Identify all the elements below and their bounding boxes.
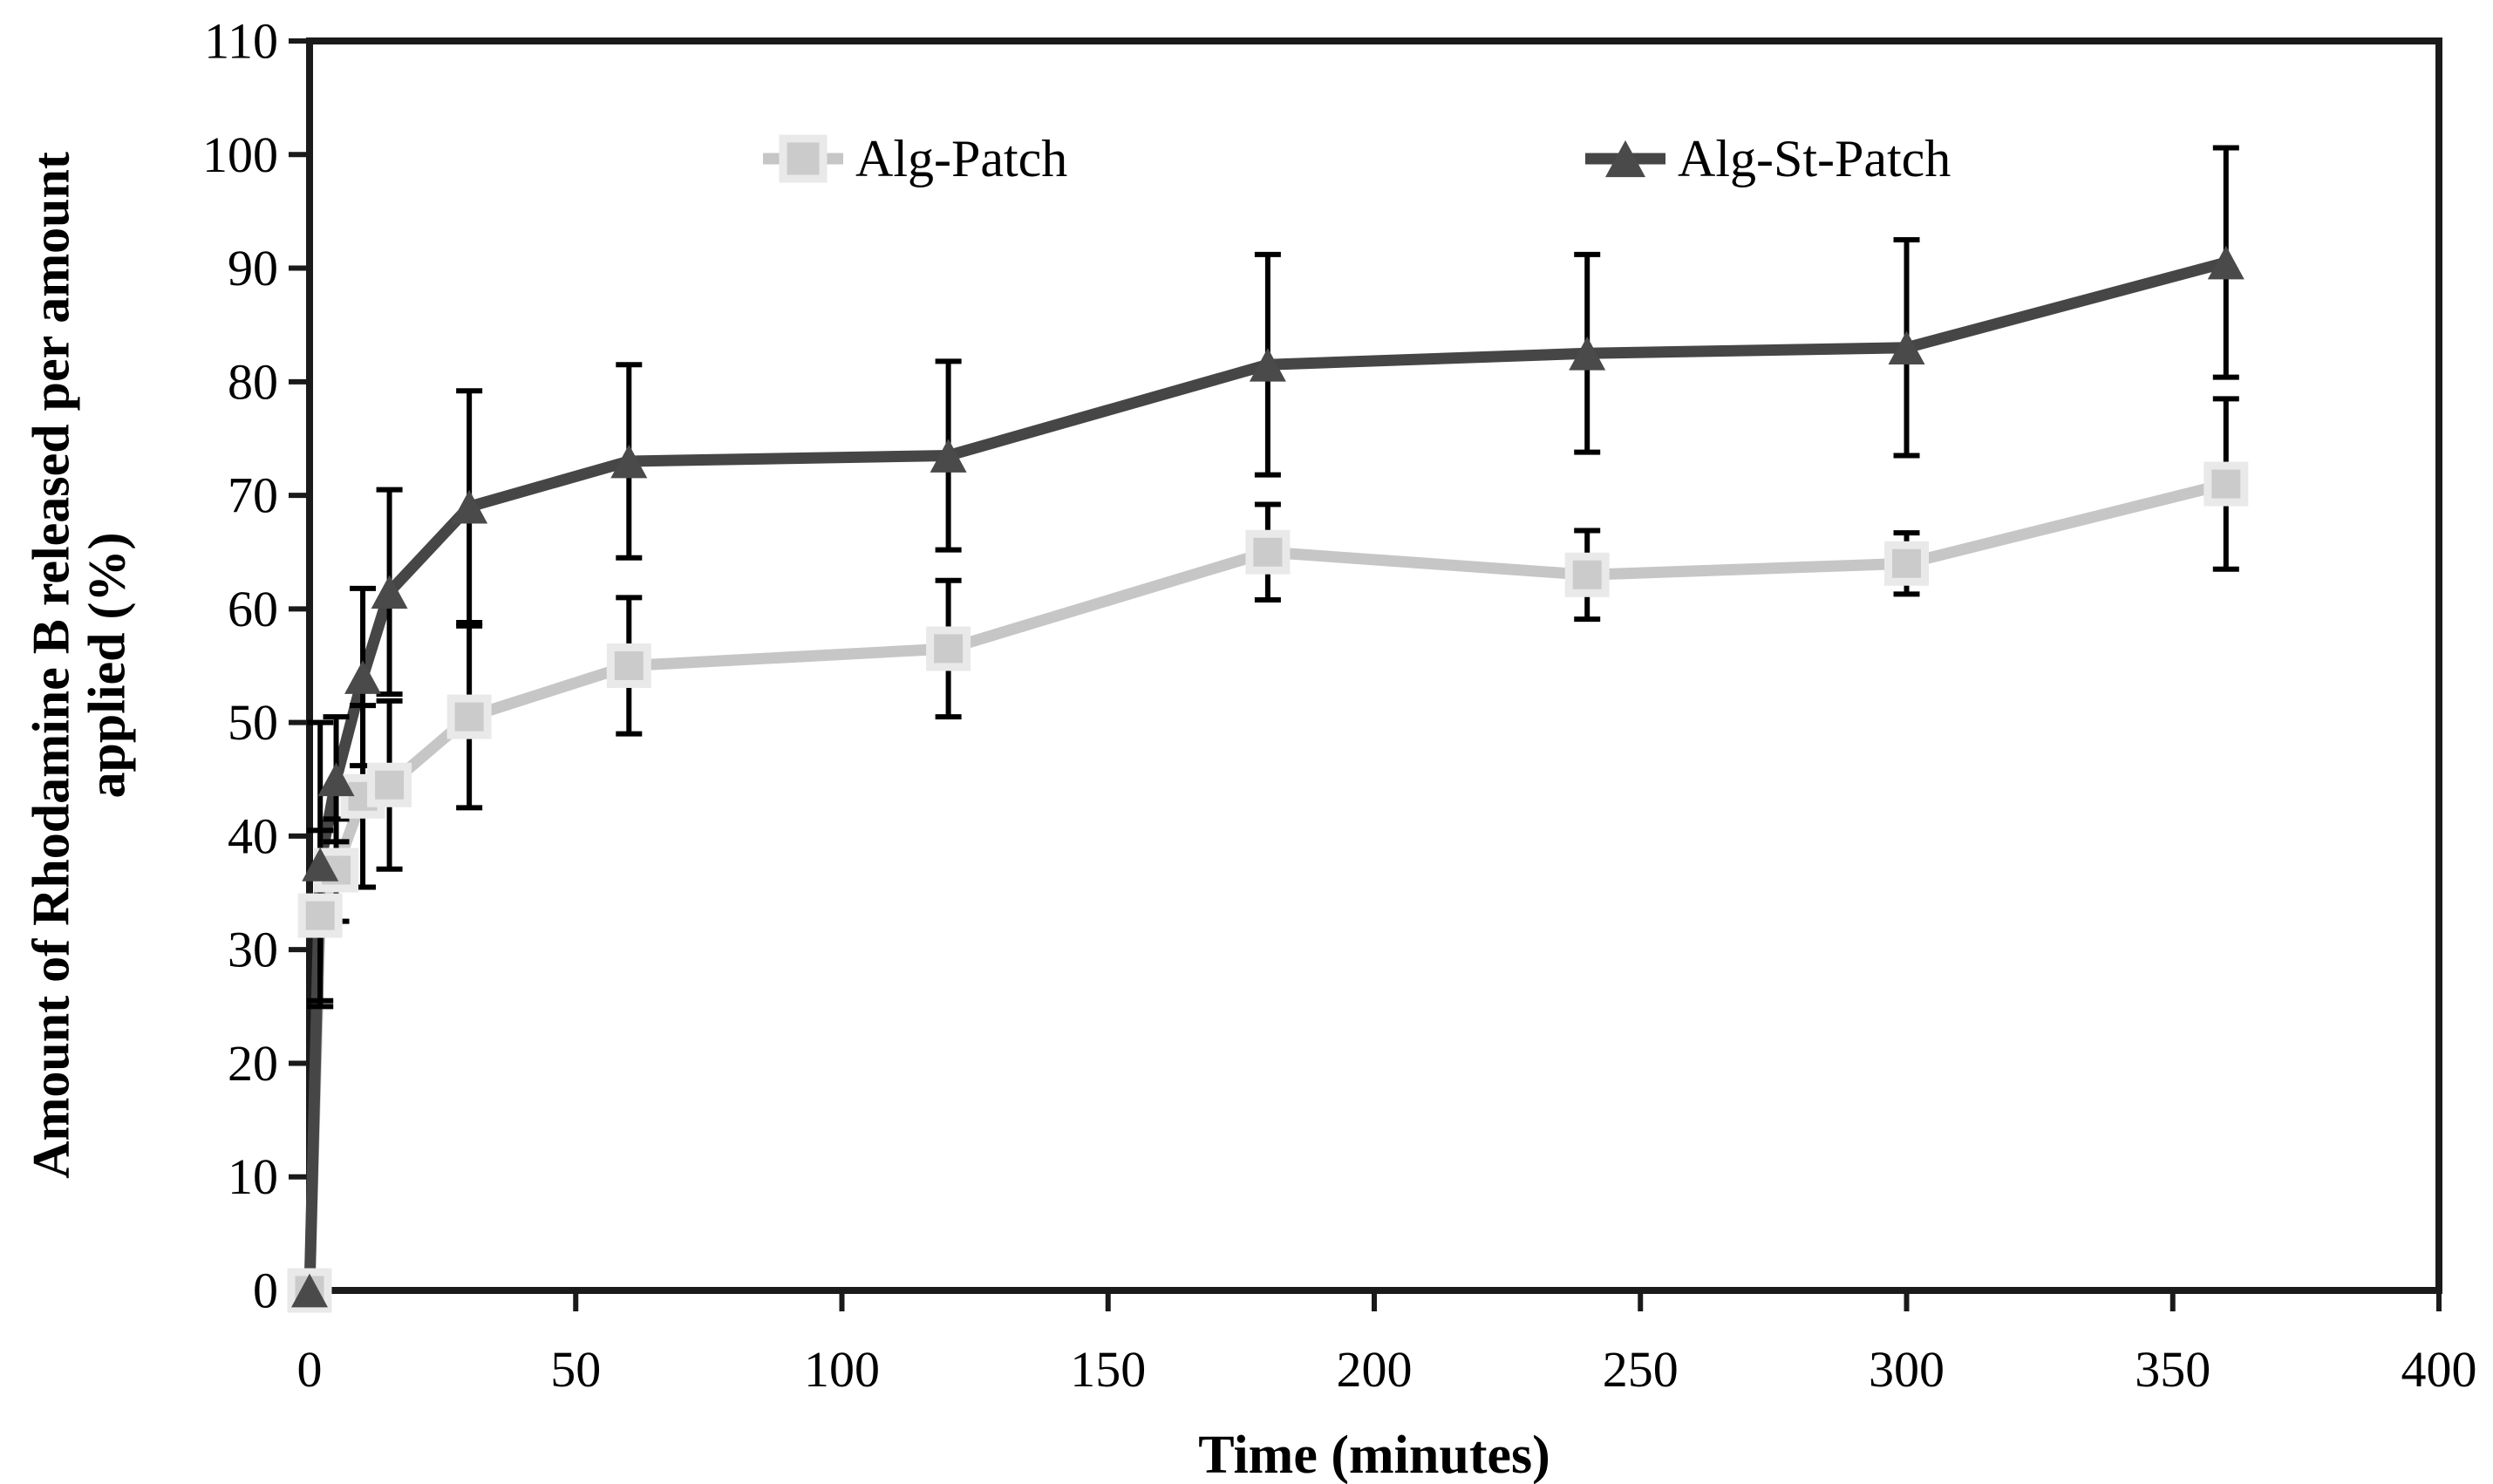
y-tick-label: 100 (202, 126, 278, 183)
data-point-alg-patch (1564, 552, 1610, 597)
legend-label: Alg-St-Patch (1678, 130, 1951, 187)
y-tick-label: 110 (204, 13, 278, 70)
x-tick-label: 150 (1070, 1341, 1146, 1398)
data-point-alg-st-patch (317, 762, 355, 797)
data-point-alg-st-patch (2207, 245, 2244, 280)
y-tick-label: 80 (228, 353, 278, 410)
y-tick-label: 30 (228, 922, 278, 978)
legend-item-alg-patch: Alg-Patch (763, 130, 1067, 187)
data-point-alg-patch (446, 694, 492, 739)
x-tick-label: 100 (804, 1341, 880, 1398)
error-bars-alg-st-patch (307, 145, 2239, 1010)
data-point-alg-st-patch (1888, 330, 1925, 365)
data-point-alg-st-patch (451, 489, 488, 524)
y-tick-label: 60 (228, 581, 278, 637)
data-point-alg-patch (1245, 529, 1291, 575)
y-tick-label: 90 (228, 240, 278, 296)
data-point-alg-patch (297, 893, 343, 938)
data-point-alg-st-patch (302, 848, 339, 882)
legend-item-alg-st-patch: Alg-St-Patch (1585, 130, 1951, 187)
data-point-alg-st-patch (371, 575, 408, 609)
y-tick-label: 20 (228, 1035, 278, 1092)
x-tick-label: 0 (297, 1341, 323, 1398)
series-markers-alg-st-patch (291, 245, 2244, 1308)
legend-label: Alg-Patch (855, 130, 1067, 187)
x-tick-label: 400 (2401, 1341, 2477, 1398)
error-bars-alg-patch (307, 396, 2239, 1004)
y-axis-title: Amount of Rhodamine B released per amoun… (22, 41, 139, 1290)
x-axis-title: Time (minutes) (1198, 1426, 1550, 1484)
legend-marker-square-icon (779, 134, 828, 183)
data-point-alg-st-patch (930, 439, 967, 473)
x-tick-label: 250 (1603, 1341, 1679, 1398)
data-point-alg-st-patch (344, 660, 382, 694)
y-tick-label: 40 (228, 807, 278, 864)
data-point-alg-patch (926, 626, 971, 671)
data-point-alg-st-patch (291, 1273, 328, 1308)
data-point-alg-patch (367, 762, 412, 807)
data-point-alg-st-patch (1249, 347, 1286, 382)
data-point-alg-patch (606, 643, 651, 688)
y-tick-label: 50 (228, 694, 278, 751)
legend-marker-triangle-icon (1605, 140, 1645, 178)
series-line-alg-patch (303, 478, 2228, 1291)
y-tick-label: 10 (228, 1148, 278, 1205)
y-tick-label: 70 (228, 467, 278, 524)
data-point-alg-st-patch (1569, 336, 1606, 371)
x-tick-label: 350 (2135, 1341, 2210, 1398)
data-point-alg-patch (2204, 461, 2249, 507)
y-axis-title-line1: Amount of Rhodamine B released per amoun… (22, 152, 80, 1179)
data-point-alg-patch (1884, 541, 1929, 586)
x-tick-label: 300 (1869, 1341, 1945, 1398)
y-axis-title-line2: applied (%) (78, 532, 136, 799)
series-markers-alg-patch (287, 461, 2249, 1313)
x-tick-label: 50 (550, 1341, 601, 1398)
y-tick-label: 0 (253, 1263, 278, 1319)
x-tick-label: 200 (1337, 1341, 1413, 1398)
series-path-alg-patch (303, 478, 2228, 1291)
data-point-alg-st-patch (610, 444, 648, 479)
